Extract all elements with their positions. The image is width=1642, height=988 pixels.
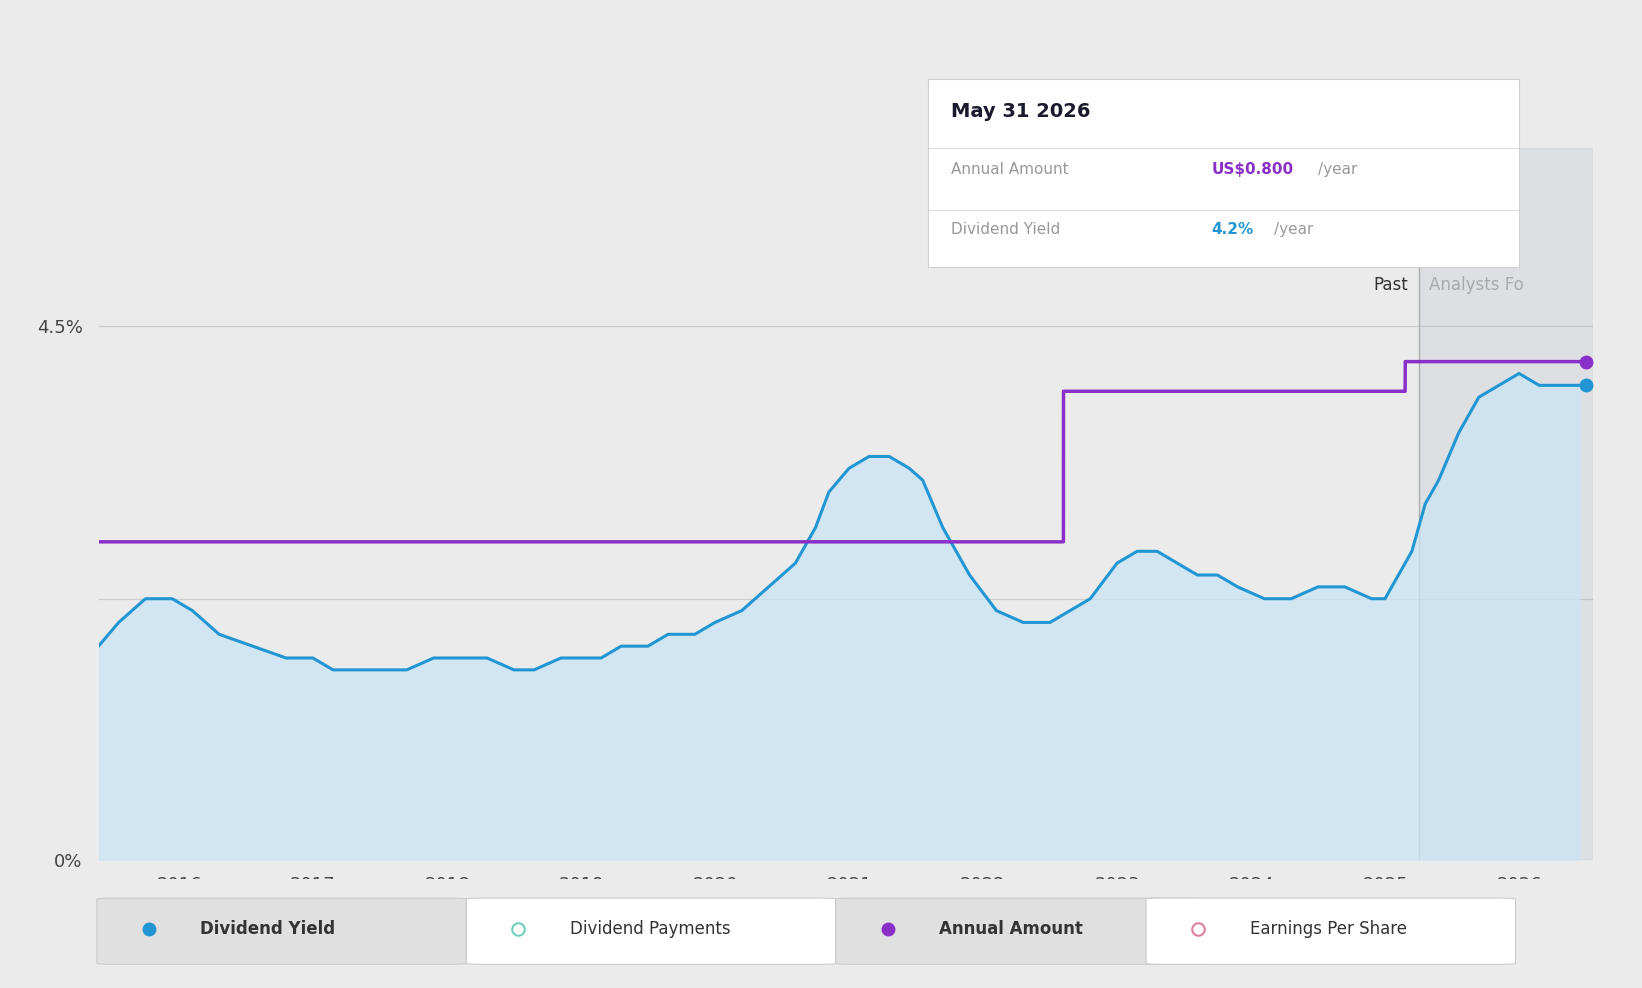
Text: Dividend Yield: Dividend Yield	[200, 920, 335, 938]
Text: US$0.800: US$0.800	[1212, 162, 1294, 177]
Text: 4.2%: 4.2%	[1212, 221, 1254, 237]
Text: /year: /year	[1274, 221, 1314, 237]
FancyBboxPatch shape	[1146, 898, 1516, 964]
Text: Analysts Fo: Analysts Fo	[1429, 276, 1524, 293]
Text: Past: Past	[1373, 276, 1407, 293]
Text: /year: /year	[1319, 162, 1358, 177]
FancyBboxPatch shape	[466, 898, 836, 964]
Text: Dividend Payments: Dividend Payments	[570, 920, 731, 938]
Text: May 31 2026: May 31 2026	[951, 102, 1090, 121]
Text: Annual Amount: Annual Amount	[951, 162, 1069, 177]
Text: Annual Amount: Annual Amount	[939, 920, 1084, 938]
Text: Earnings Per Share: Earnings Per Share	[1250, 920, 1407, 938]
FancyBboxPatch shape	[97, 898, 466, 964]
FancyBboxPatch shape	[836, 898, 1205, 964]
Text: Dividend Yield: Dividend Yield	[951, 221, 1061, 237]
Bar	[1419, 148, 1593, 860]
